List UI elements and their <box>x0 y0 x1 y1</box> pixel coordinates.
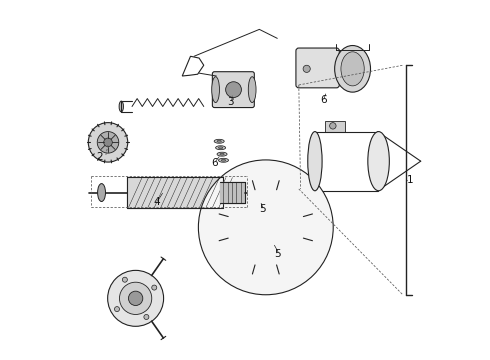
Ellipse shape <box>212 77 220 103</box>
Ellipse shape <box>219 158 228 162</box>
Ellipse shape <box>219 147 223 149</box>
Circle shape <box>108 270 164 326</box>
Circle shape <box>97 132 119 153</box>
Text: 6: 6 <box>320 95 326 105</box>
Ellipse shape <box>217 140 221 142</box>
FancyBboxPatch shape <box>296 48 339 88</box>
Ellipse shape <box>341 52 364 86</box>
Ellipse shape <box>216 146 225 150</box>
Ellipse shape <box>248 77 256 103</box>
Circle shape <box>120 282 152 315</box>
Ellipse shape <box>335 45 370 92</box>
FancyBboxPatch shape <box>278 204 290 214</box>
Circle shape <box>115 307 120 312</box>
Circle shape <box>104 138 112 147</box>
Circle shape <box>128 291 143 306</box>
Ellipse shape <box>308 132 322 191</box>
FancyBboxPatch shape <box>242 204 253 214</box>
FancyBboxPatch shape <box>278 241 290 250</box>
Text: 5: 5 <box>259 204 266 215</box>
Circle shape <box>330 123 336 129</box>
Text: 3: 3 <box>227 97 234 107</box>
Text: 5: 5 <box>274 248 281 258</box>
Ellipse shape <box>220 153 224 155</box>
FancyBboxPatch shape <box>325 121 345 132</box>
Ellipse shape <box>221 159 225 161</box>
Ellipse shape <box>119 101 123 112</box>
Circle shape <box>122 277 127 282</box>
Circle shape <box>88 123 128 162</box>
Circle shape <box>251 212 281 242</box>
FancyBboxPatch shape <box>242 241 253 250</box>
Text: 6: 6 <box>211 158 218 168</box>
Ellipse shape <box>368 132 390 191</box>
Circle shape <box>225 82 242 98</box>
Circle shape <box>198 160 333 295</box>
Circle shape <box>144 315 149 319</box>
Ellipse shape <box>217 152 227 156</box>
Ellipse shape <box>98 184 105 202</box>
Circle shape <box>152 285 157 290</box>
Text: 1: 1 <box>407 175 413 185</box>
Circle shape <box>303 65 310 72</box>
Text: 2: 2 <box>97 152 103 162</box>
Text: 4: 4 <box>154 197 160 207</box>
Ellipse shape <box>214 139 224 143</box>
FancyBboxPatch shape <box>212 72 254 108</box>
